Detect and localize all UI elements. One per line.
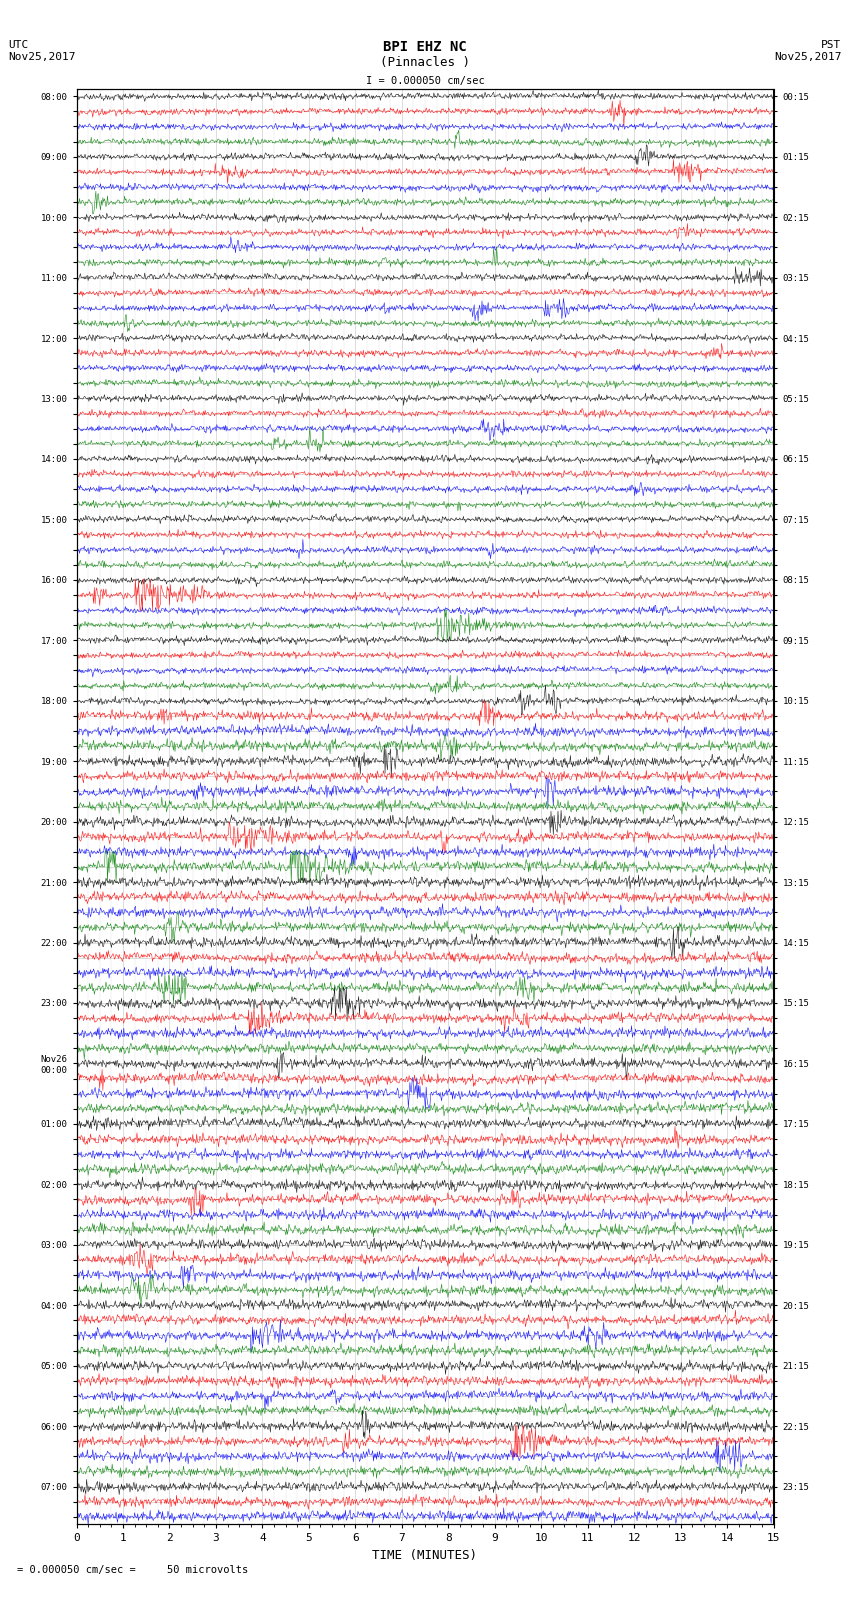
Text: UTC
Nov25,2017: UTC Nov25,2017: [8, 40, 76, 61]
X-axis label: TIME (MINUTES): TIME (MINUTES): [372, 1548, 478, 1561]
Text: I = 0.000050 cm/sec: I = 0.000050 cm/sec: [366, 76, 484, 85]
Text: PST
Nov25,2017: PST Nov25,2017: [774, 40, 842, 61]
Text: BPI EHZ NC: BPI EHZ NC: [383, 40, 467, 55]
Text: (Pinnacles ): (Pinnacles ): [380, 56, 470, 69]
Text: = 0.000050 cm/sec =     50 microvolts: = 0.000050 cm/sec = 50 microvolts: [17, 1565, 248, 1574]
